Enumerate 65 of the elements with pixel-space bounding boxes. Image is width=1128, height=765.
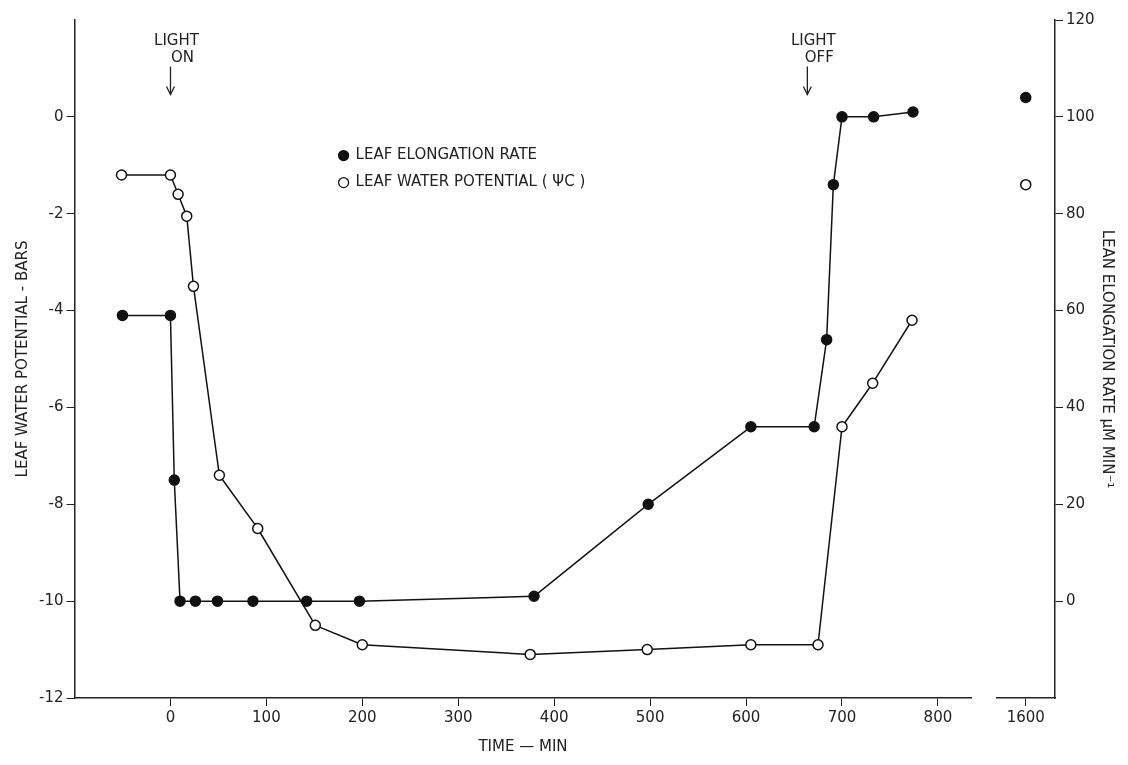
point: [189, 595, 202, 607]
point: [356, 638, 369, 651]
point: [247, 595, 259, 607]
point: [164, 169, 177, 181]
point: [524, 648, 536, 661]
point: [642, 498, 654, 511]
y-tick-label: -8: [48, 494, 64, 513]
x-tick-label: 600: [731, 707, 761, 726]
point: [251, 522, 264, 535]
legend-label: LEAF WATER POTENTIAL ( ΨC ): [355, 172, 586, 191]
y2-tick-label: 120: [1066, 9, 1095, 28]
x-tick-label: 800: [923, 707, 953, 726]
y2-tick-label: 0: [1066, 591, 1076, 610]
y2-tick-label: 40: [1066, 397, 1086, 416]
x-tick-label: 500: [635, 707, 665, 726]
point: [300, 595, 313, 607]
point: [213, 469, 226, 481]
point: [808, 421, 820, 433]
x-tick-label: 200: [347, 707, 377, 726]
point: [906, 314, 918, 327]
y2-tick-label: 60: [1066, 300, 1086, 319]
y-tick-label: -6: [48, 397, 64, 416]
y2-tick-label: 80: [1066, 203, 1086, 222]
y2-tick-label: 100: [1066, 106, 1095, 125]
x-tick-label: 1600: [1006, 707, 1045, 726]
x-tick-label: 100: [252, 707, 281, 726]
point: [836, 421, 848, 433]
point: [745, 421, 757, 433]
y2-axis-title: LEAN ELONGATION RATE μM MIN⁻¹: [1099, 229, 1118, 489]
point: [812, 638, 824, 651]
x-tick-label: 300: [443, 707, 473, 726]
point: [827, 178, 840, 191]
point: [115, 169, 128, 181]
x-tick-label: 0: [165, 707, 176, 726]
point: [172, 188, 184, 201]
point: [309, 619, 322, 632]
point: [116, 309, 129, 322]
point: [168, 474, 181, 486]
y-tick-label: -12: [39, 687, 64, 706]
point: [180, 210, 193, 222]
x-tick-label: 700: [827, 707, 857, 726]
point: [164, 309, 177, 322]
point: [836, 111, 848, 123]
y2-tick-label: 20: [1066, 494, 1086, 513]
point: [867, 111, 880, 123]
x-axis-title: TIME — MIN: [477, 736, 568, 755]
point: [353, 595, 366, 607]
y-tick-label: -2: [48, 203, 64, 222]
point: [641, 643, 653, 656]
point: [174, 595, 186, 607]
point: [820, 333, 833, 346]
y-tick-label: -10: [39, 591, 64, 610]
point: [528, 590, 540, 603]
point: [211, 595, 224, 607]
y-axis-title: LEAF WATER POTENTIAL - BARS: [12, 240, 31, 478]
annotation: LIGHT ON: [154, 30, 200, 66]
y-tick-label: -4: [48, 300, 64, 319]
point: [907, 106, 919, 118]
point: [187, 280, 200, 293]
legend-label: LEAF ELONGATION RATE: [355, 145, 538, 164]
point: [745, 638, 757, 651]
y-tick-label: 0: [53, 106, 64, 125]
point: [866, 377, 879, 389]
annotation: LIGHT OFF: [790, 30, 837, 66]
x-tick-label: 400: [539, 707, 569, 726]
